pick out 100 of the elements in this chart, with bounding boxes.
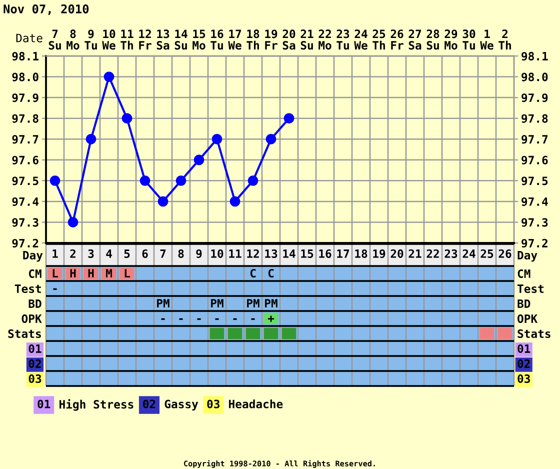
text: - bbox=[53, 288, 57, 290]
text: - bbox=[161, 318, 165, 320]
x-tick-label: 9 Tu bbox=[84, 30, 97, 50]
x-axis-title: Date bbox=[16, 34, 42, 42]
point bbox=[176, 175, 186, 186]
x-tick-label: 26 bbox=[498, 249, 512, 258]
x-tick-label: 14 bbox=[283, 249, 296, 258]
y-tick-label: 97.2 bbox=[12, 238, 38, 248]
x-tick-label: 17 bbox=[337, 249, 349, 258]
text: L bbox=[52, 269, 58, 278]
x-tick-label: 13 bbox=[265, 249, 278, 258]
x-tick-label: 15 Mo bbox=[192, 30, 206, 50]
x-tick-label: 4 bbox=[106, 249, 112, 258]
point bbox=[212, 134, 222, 144]
x-tick-label: 25 Th bbox=[372, 30, 386, 50]
x-tick-label: 24 bbox=[462, 249, 476, 258]
point bbox=[68, 217, 78, 228]
point bbox=[248, 175, 258, 186]
y-tick-label: 02 bbox=[518, 359, 530, 368]
x-tick-label: 13 Sa bbox=[156, 30, 170, 50]
y-tick-label: 01 bbox=[518, 344, 530, 353]
point bbox=[230, 196, 240, 207]
y-tick-label: 97.5 bbox=[12, 176, 38, 186]
point bbox=[86, 134, 96, 144]
y-tick-label: 98.0 bbox=[12, 72, 38, 82]
x-tick-label: 15 bbox=[301, 249, 314, 258]
x-tick-label: 10 bbox=[211, 249, 224, 258]
x-tick-label: 27 Sa bbox=[408, 30, 422, 50]
y-tick-label: 97.8 bbox=[12, 114, 38, 123]
x-tick-label: 2 Th bbox=[498, 30, 511, 50]
x-tick-label: 11 Th bbox=[120, 30, 134, 50]
x-tick-label: 19 bbox=[373, 249, 386, 258]
category-label: 02 bbox=[143, 400, 156, 408]
y-tick-label: Test bbox=[518, 284, 544, 293]
x-tick-label: 7 bbox=[160, 249, 166, 258]
chart-title: Nov 07, 2010 bbox=[4, 4, 89, 15]
point bbox=[50, 175, 60, 186]
x-tick-label: 26 Fr bbox=[390, 30, 404, 50]
y-tick-label: OPK bbox=[518, 314, 538, 323]
x-tick-label: 21 Su bbox=[300, 30, 314, 50]
x-tick-label: 23 bbox=[444, 249, 458, 258]
y-tick-label: 97.3 bbox=[12, 218, 38, 227]
y-tick-label: 03 bbox=[518, 374, 530, 383]
text: PM bbox=[265, 299, 278, 308]
x-tick-label: 7 Su bbox=[48, 30, 61, 50]
y-tick-label: 97.4 bbox=[12, 197, 39, 206]
x-tick-label: 18 Th bbox=[246, 30, 260, 50]
x-tick-label: 3 bbox=[88, 249, 94, 258]
x-tick-label: 25 bbox=[480, 249, 494, 258]
text: - bbox=[197, 318, 201, 320]
y-tick-label: Stats bbox=[518, 329, 550, 338]
text: L bbox=[124, 269, 130, 278]
point bbox=[284, 113, 294, 124]
x-tick-label: 21 bbox=[408, 249, 422, 258]
x-tick-label: 20 bbox=[390, 249, 404, 258]
x-tick-label: 29 Mo bbox=[444, 30, 458, 50]
text: - bbox=[215, 318, 219, 320]
y-tick-label: 97.7 bbox=[12, 135, 38, 144]
point bbox=[194, 154, 204, 166]
legend-label: High Stress bbox=[60, 399, 134, 411]
x-tick-label: 17 We bbox=[228, 30, 242, 50]
text: - bbox=[233, 318, 237, 320]
x-tick-label: 12 bbox=[247, 249, 259, 258]
x-tick-label: 5 bbox=[124, 249, 130, 258]
category-label: 03 bbox=[207, 400, 220, 408]
x-tick-label: 2 bbox=[70, 249, 76, 258]
x-tick-label: 10 We bbox=[102, 30, 116, 50]
text: H bbox=[88, 269, 94, 278]
point bbox=[266, 134, 276, 144]
text: PM bbox=[247, 299, 260, 308]
text: PM bbox=[157, 299, 170, 308]
x-tick-label: 6 bbox=[142, 249, 148, 258]
y-tick-label: 97.9 bbox=[12, 94, 38, 102]
x-axis-title: Day bbox=[23, 251, 43, 262]
x-tick-label: 28 Su bbox=[426, 30, 440, 50]
x-tick-label: 22 bbox=[426, 249, 439, 258]
text: + bbox=[268, 316, 274, 322]
x-tick-label: 8 Mo bbox=[66, 30, 80, 50]
category-label: 01 bbox=[38, 400, 50, 408]
text: H bbox=[70, 269, 76, 278]
x-tick-label: 18 bbox=[355, 249, 368, 258]
text: PM bbox=[211, 299, 224, 308]
text: - bbox=[179, 318, 183, 320]
text: - bbox=[251, 318, 255, 320]
text: C bbox=[268, 268, 274, 278]
x-tick-label: 16 Tu bbox=[210, 30, 224, 50]
x-tick-label: 22 Mo bbox=[318, 30, 332, 50]
x-tick-label: 1 bbox=[52, 249, 58, 258]
x-tick-label: 23 Tu bbox=[336, 30, 350, 50]
legend-label: Gassy bbox=[164, 400, 198, 410]
point bbox=[104, 72, 114, 82]
x-tick-label: 16 bbox=[319, 249, 332, 258]
x-tick-label: 12 Fr bbox=[139, 30, 152, 50]
x-tick-label: 24 We bbox=[354, 30, 368, 50]
x-tick-label: 30 Tu bbox=[462, 30, 476, 50]
y-tick-label: BD bbox=[518, 300, 530, 308]
text: M bbox=[106, 269, 112, 278]
x-tick-label: 11 bbox=[229, 249, 242, 258]
x-tick-label: 19 Fr bbox=[265, 30, 278, 50]
x-tick-label: 20 Sa bbox=[282, 30, 296, 50]
